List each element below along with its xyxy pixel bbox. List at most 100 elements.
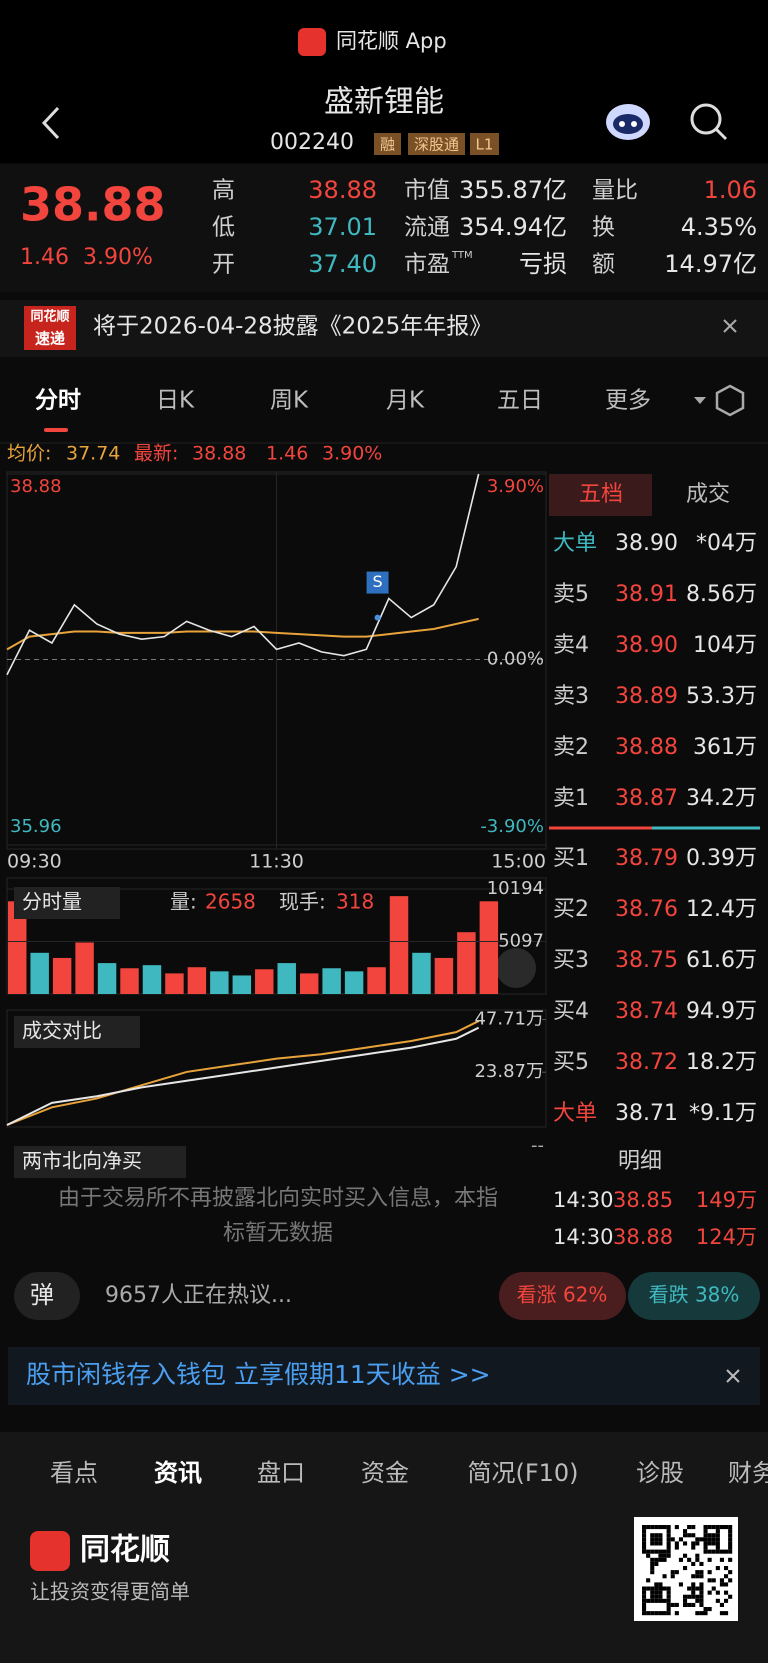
vote-up[interactable] <box>499 1272 626 1320</box>
notice-close[interactable] <box>723 319 737 333</box>
qr-module <box>707 1533 712 1538</box>
qr-module <box>695 1537 700 1542</box>
danmu-button[interactable] <box>14 1272 80 1320</box>
ad-bg[interactable] <box>8 1347 760 1405</box>
qr-module <box>711 1549 716 1554</box>
qr-module <box>654 1582 659 1587</box>
ob-volume: 104万 <box>693 633 757 658</box>
tab[interactable]: 五日 <box>497 388 543 414</box>
ob-label: 卖2 <box>553 735 589 760</box>
qr-module <box>695 1553 700 1558</box>
qty-label: 量: <box>170 890 197 914</box>
orderbook-tab[interactable]: 五档 <box>579 482 623 507</box>
bottom-tab[interactable]: 盘口 <box>257 1459 305 1487</box>
stat-value: 355.87亿 <box>459 176 567 204</box>
bottom-tab[interactable]: 资讯 <box>154 1459 202 1487</box>
tab[interactable]: 日K <box>156 388 195 414</box>
orderbook-tab-active[interactable] <box>549 474 652 516</box>
message: 由于交易所不再披露北向实时买入信息，本指 <box>58 1186 498 1211</box>
trade-time: 14:30 <box>553 1188 614 1212</box>
y2-tick-label: 3.90% <box>487 476 544 497</box>
tag-bg <box>374 133 401 155</box>
ob-price: 38.75 <box>615 948 678 973</box>
qr-module <box>650 1525 655 1530</box>
bottom-tab[interactable]: 看点 <box>50 1459 98 1487</box>
qr-module <box>695 1586 700 1591</box>
notice-bg <box>0 300 768 357</box>
volume-bar <box>457 932 476 994</box>
qr-module <box>658 1553 663 1558</box>
qr-module <box>703 1537 708 1542</box>
tab[interactable]: 周K <box>270 388 309 414</box>
qr-module <box>728 1570 733 1575</box>
footer-logo <box>30 1531 70 1571</box>
volume-bar <box>322 968 341 994</box>
qr-module <box>642 1533 647 1538</box>
orderbook-tab[interactable]: 成交 <box>686 482 730 507</box>
x-tick-label: 15:00 <box>491 851 546 873</box>
qr-module <box>674 1611 679 1616</box>
ob-price: 38.76 <box>615 897 678 922</box>
stat-label: 低 <box>212 215 235 241</box>
qr-module <box>670 1570 675 1575</box>
qr-module <box>654 1590 659 1595</box>
qr-module <box>715 1537 720 1542</box>
qr-module <box>666 1545 671 1550</box>
bottom-tab[interactable]: 诊股 <box>636 1459 684 1487</box>
ob-volume: 94.9万 <box>686 999 757 1024</box>
robot-icon[interactable] <box>606 104 650 140</box>
ob-volume: 34.2万 <box>686 786 757 811</box>
qr-module <box>650 1533 655 1538</box>
ob-label: 卖5 <box>553 582 589 607</box>
tab[interactable]: 月K <box>386 388 425 414</box>
search-button[interactable] <box>690 103 728 141</box>
bottom-tab[interactable]: 资金 <box>361 1459 409 1487</box>
qr-module <box>728 1594 733 1599</box>
qr-module <box>687 1525 692 1530</box>
volume-bar <box>75 942 94 994</box>
ob-price: 38.87 <box>615 786 678 811</box>
vote-down-label: 看跌 38% <box>649 1283 740 1307</box>
qr-module <box>650 1570 655 1575</box>
qr-module <box>691 1586 696 1591</box>
ad-text[interactable]: 股市闲钱存入钱包 立享假期11天收益 >> <box>26 1360 491 1389</box>
y-tick-label: 47.71万 <box>474 1008 544 1029</box>
qr-module <box>642 1602 647 1607</box>
qr-module <box>691 1533 696 1538</box>
qr-module <box>719 1582 724 1587</box>
qr-module <box>662 1549 667 1554</box>
ad-close[interactable] <box>726 1369 740 1383</box>
qr-module <box>642 1549 647 1554</box>
qr-module <box>662 1557 667 1562</box>
tab[interactable]: 更多 <box>605 388 651 414</box>
tab[interactable]: 分时 <box>35 388 81 414</box>
vote-down[interactable] <box>628 1272 760 1320</box>
qr-module <box>642 1529 647 1534</box>
qty-value: 2658 <box>205 890 256 914</box>
qr-module <box>662 1598 667 1603</box>
dash: -- <box>531 1135 544 1156</box>
qr-module <box>687 1586 692 1591</box>
ob-label: 大单 <box>553 1101 597 1126</box>
bottom-tab[interactable]: 财务 <box>728 1459 768 1487</box>
legend-bg <box>14 887 120 919</box>
volume-bar <box>165 973 184 994</box>
ob-price: 38.71 <box>615 1101 678 1126</box>
ob-price: 38.91 <box>615 582 678 607</box>
qr-module <box>650 1590 655 1595</box>
qr-module <box>691 1574 696 1579</box>
avg-line <box>6 617 479 651</box>
expand-button[interactable] <box>496 948 536 988</box>
bottom-tab[interactable]: 简况(F10) <box>467 1459 578 1487</box>
qr-module <box>674 1570 679 1575</box>
qr-module <box>666 1602 671 1607</box>
back-button[interactable] <box>41 106 60 140</box>
volume-bar <box>30 952 49 994</box>
qr-module <box>658 1549 663 1554</box>
qr-module <box>715 1598 720 1603</box>
qr-module <box>695 1570 700 1575</box>
qr-module <box>662 1574 667 1579</box>
qr-module <box>724 1611 729 1616</box>
settings-button[interactable] <box>715 384 745 417</box>
